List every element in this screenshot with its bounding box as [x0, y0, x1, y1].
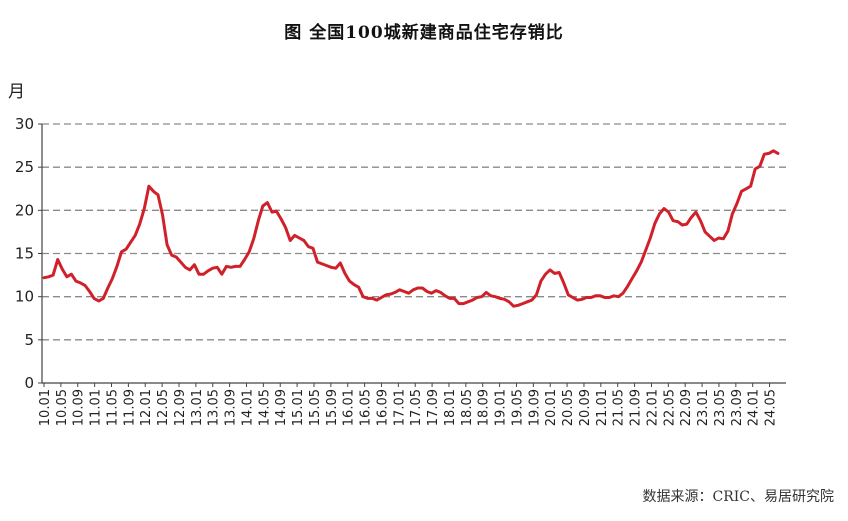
x-tick-label: 21.01 — [595, 389, 610, 426]
x-tick-label: 18.01 — [443, 389, 458, 426]
x-tick-label: 22.05 — [662, 389, 677, 426]
x-tick-label: 12.09 — [173, 389, 188, 426]
x-tick-label: 16.05 — [359, 389, 374, 426]
x-tick-label: 11.09 — [122, 389, 137, 426]
y-axis-unit-label: 月 — [8, 82, 25, 102]
y-tick-label: 30 — [15, 115, 34, 133]
x-tick-labels: 10.01 10.05 10.09 11.01 11.05 11.09 12.01 12.05… — [38, 389, 779, 426]
x-tick-label: 19.05 — [510, 389, 525, 426]
x-tick-label: 17.09 — [426, 389, 441, 426]
x-tick-label: 14.01 — [240, 389, 255, 426]
x-tick-label: 23.01 — [696, 389, 711, 426]
x-tick-label: 15.05 — [308, 389, 323, 426]
x-tick-label: 23.09 — [730, 389, 745, 426]
x-tick-label: 10.01 — [38, 389, 53, 426]
x-tick-label: 16.09 — [375, 389, 390, 426]
y-tick-label: 10 — [15, 288, 34, 306]
x-tick-label: 10.09 — [72, 389, 87, 426]
series-line-path — [42, 149, 780, 308]
x-tick-label: 22.09 — [679, 389, 694, 426]
y-tick-label: 5 — [24, 331, 34, 349]
x-tick-label: 18.09 — [477, 389, 492, 426]
x-tick-label: 16.01 — [342, 389, 357, 426]
series-line — [42, 149, 780, 308]
x-tick-label: 13.05 — [207, 389, 222, 426]
x-tick-label: 24.01 — [747, 389, 762, 426]
y-tick-labels: 0 5 10 15 20 25 30 — [15, 115, 34, 392]
x-tick-label: 15.09 — [325, 389, 340, 426]
axes — [38, 123, 786, 387]
x-tick-label: 20.05 — [561, 389, 576, 426]
x-tick-label: 20.01 — [544, 389, 559, 426]
x-tick-label: 14.05 — [257, 389, 272, 426]
x-tick-label: 13.09 — [224, 389, 239, 426]
x-tick-label: 20.09 — [578, 389, 593, 426]
x-tick-label: 13.01 — [190, 389, 205, 426]
data-source-note: 数据来源：CRIC、易居研究院 — [642, 489, 835, 505]
x-tick-label: 12.01 — [139, 389, 154, 426]
x-tick-label: 19.09 — [527, 389, 542, 426]
x-tick-label: 23.05 — [713, 389, 728, 426]
y-tick-label: 25 — [15, 158, 34, 176]
y-tick-label: 20 — [15, 201, 34, 219]
x-tick-label: 22.01 — [645, 389, 660, 426]
y-tick-label: 15 — [15, 245, 34, 263]
x-tick-label: 17.01 — [392, 389, 407, 426]
x-tick-label: 15.01 — [291, 389, 306, 426]
x-tick-label: 19.01 — [494, 389, 509, 426]
x-tick-label: 24.05 — [764, 389, 779, 426]
gridlines — [42, 123, 786, 341]
x-tick-label: 14.09 — [274, 389, 289, 426]
x-tick-label: 21.09 — [629, 389, 644, 426]
chart-title: 图 全国100城新建商品住宅存销比 — [284, 23, 564, 43]
x-tick-label: 21.05 — [612, 389, 627, 426]
x-tick-label: 17.05 — [409, 389, 424, 426]
y-tick-label: 0 — [24, 374, 34, 392]
x-tick-label: 11.01 — [89, 389, 104, 426]
x-tick-label: 12.05 — [156, 389, 171, 426]
x-tick-label: 18.05 — [460, 389, 475, 426]
x-tick-label: 11.05 — [105, 389, 120, 426]
x-tick-label: 10.05 — [55, 389, 70, 426]
